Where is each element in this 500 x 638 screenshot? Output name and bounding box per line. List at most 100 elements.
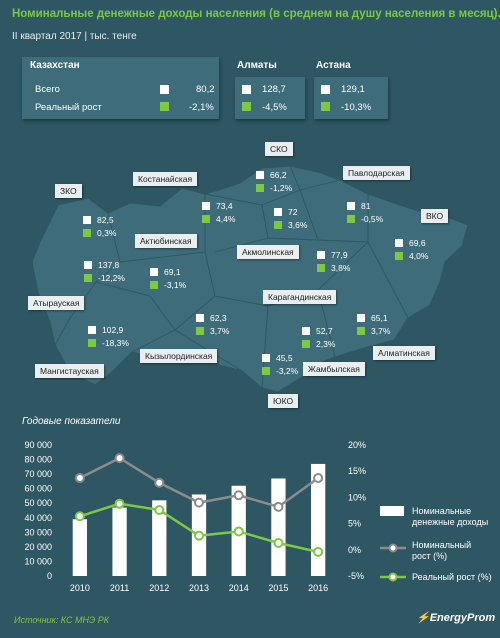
total-square-icon [242, 85, 251, 94]
y-right-tick-label: 10% [348, 492, 366, 502]
x-tick-label: 2013 [189, 583, 209, 593]
kz-real-value: -2,1% [189, 102, 214, 113]
almaty-panel [235, 77, 305, 119]
real-growth-point [233, 526, 244, 537]
page-title: Номинальные денежные доходы населения (в… [12, 8, 500, 20]
region-stat: 66,2 -1,2% [256, 169, 292, 195]
nominal-growth-point [313, 473, 324, 484]
y-left-tick-label: 20 000 [24, 542, 52, 552]
region-label: Атырауская [28, 296, 85, 310]
region-label: Костанайская [133, 172, 198, 186]
region-stat: 81 -0,5% [347, 200, 383, 226]
kazakhstan-title: Казахстан [30, 60, 80, 71]
kz-total-value: 80,2 [196, 84, 215, 95]
region-label: ЗКО [55, 184, 82, 198]
bar-nominal-income [112, 507, 127, 576]
legend-real-label: Реальный рост (%) [412, 572, 492, 582]
region-label: Кызылординская [140, 349, 218, 363]
almaty-real-value: -4,5% [262, 102, 287, 113]
region-stat: 69,1 -3,1% [150, 266, 186, 292]
y-right-tick-label: 0% [348, 545, 361, 555]
y-left-tick-label: 10 000 [24, 556, 52, 566]
chart-title: Годовые показатели [22, 416, 121, 427]
nominal-growth-point [74, 473, 85, 484]
bar-nominal-income [72, 519, 88, 576]
source-note: Источник: КС МНЭ РК [14, 615, 110, 625]
real-growth-point [273, 537, 284, 548]
astana-title: Астана [316, 60, 351, 71]
x-tick-label: 2014 [229, 583, 249, 593]
region-stat: 62,3 3,7% [196, 312, 229, 338]
y-right-tick-label: -5% [348, 571, 364, 581]
region-label: Мангистауская [35, 364, 104, 378]
real-growth-square-icon [321, 102, 330, 111]
bar-nominal-income [152, 500, 167, 576]
bar-nominal-income [271, 478, 286, 576]
region-label: ВКО [421, 209, 449, 223]
astana-real-value: -10,3% [341, 102, 372, 113]
region-label: Павлодарская [343, 166, 410, 180]
nominal-growth-point [273, 501, 284, 512]
real-growth-square-icon [160, 102, 169, 111]
legend-nominal-swatch [380, 543, 406, 553]
kazakhstan-map [31, 165, 469, 393]
y-left-tick-label: 70 000 [24, 469, 52, 479]
kazakhstan-panel [22, 57, 219, 119]
legend-bar-swatch [380, 506, 404, 516]
y-left-tick-label: 50 000 [24, 498, 52, 508]
nominal-growth-point [233, 490, 244, 501]
bar-nominal-income [310, 463, 326, 576]
region-label: ЮКО [268, 394, 299, 408]
region-stat: 102,9 -18,3% [88, 324, 129, 350]
x-tick-label: 2015 [268, 583, 288, 593]
nominal-growth-point [194, 497, 204, 508]
y-left-tick-label: 0 [47, 571, 52, 581]
real-growth-point [74, 511, 85, 522]
kz-total-label: Всего [35, 84, 60, 95]
region-stat: 69,6 4,0% [395, 237, 428, 263]
nominal-growth-point [154, 477, 165, 488]
y-right-tick-label: 20% [348, 440, 366, 450]
energyprom-logo: ⚡EnergyProm [416, 612, 496, 624]
real-growth-point [154, 504, 165, 515]
total-square-icon [321, 85, 330, 94]
x-tick-label: 2012 [149, 583, 169, 593]
legend-real-swatch [380, 572, 406, 582]
region-stat: 77,9 3,8% [317, 249, 350, 275]
total-square-icon [160, 85, 169, 94]
region-label: Карагандинская [263, 290, 337, 304]
legend-bar-label: Номинальные денежные доходы [412, 506, 489, 527]
almaty-total-value: 128,7 [262, 84, 286, 95]
real-growth-point [313, 546, 324, 557]
lightning-icon: ⚡ [416, 612, 430, 624]
astana-total-value: 129,1 [341, 84, 365, 95]
x-tick-label: 2011 [110, 583, 129, 593]
region-stat: 137,8 -12,2% [84, 259, 125, 285]
y-left-tick-label: 60 000 [24, 484, 52, 494]
region-stat: 82,5 0,3% [83, 214, 116, 240]
region-stat: 45,5 -3,2% [262, 352, 298, 378]
region-label: Алматинская [373, 346, 435, 360]
y-left-tick-label: 40 000 [24, 513, 52, 523]
y-right-tick-label: 15% [348, 466, 366, 476]
astana-panel [314, 77, 388, 119]
region-label: Актюбинская [135, 234, 197, 248]
x-tick-label: 2016 [308, 583, 328, 593]
region-label: СКО [265, 142, 293, 156]
x-tick-label: 2010 [70, 583, 90, 593]
page-subtitle: II квартал 2017 | тыс. тенге [12, 31, 137, 42]
region-label: Акмолинская [237, 245, 299, 259]
real-growth-point [194, 530, 204, 541]
region-stat: 65,1 3,7% [357, 312, 390, 338]
almaty-title: Алматы [237, 60, 277, 71]
y-right-tick-label: 5% [348, 519, 361, 529]
y-left-tick-label: 90 000 [24, 440, 52, 450]
legend-nominal-label: Номинальный рост (%) [412, 540, 472, 561]
annual-chart: 0 10 000 20 000 30 000 40 000 50 000 60 000 70 … [24, 440, 366, 593]
real-growth-square-icon [242, 102, 251, 111]
region-stat: 52,7 2,3% [302, 325, 335, 351]
region-stat: 72 3,6% [274, 206, 307, 232]
region-label: Жамбылская [303, 362, 365, 376]
real-growth-point [114, 498, 125, 509]
nominal-growth-point [114, 453, 125, 464]
